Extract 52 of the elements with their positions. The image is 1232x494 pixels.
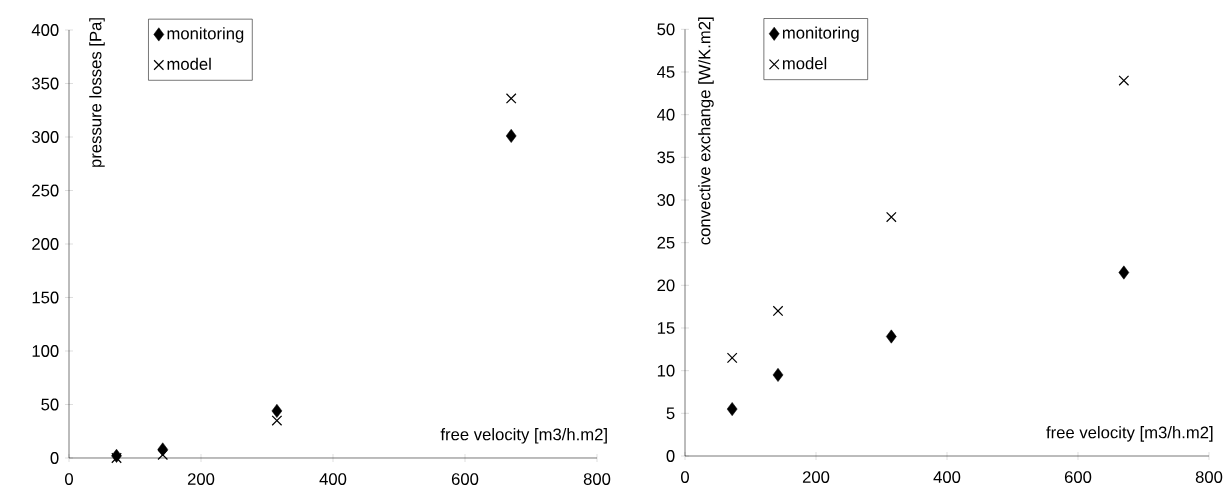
y-axis-title: pressure losses [Pa]	[89, 18, 105, 167]
x-tick-label: 0	[65, 473, 73, 485]
y-tick-label: 50	[657, 23, 675, 36]
y-tick-label: 40	[657, 108, 675, 121]
x-axis-title: free velocity [m3/h.m2]	[440, 428, 607, 444]
y-tick-label: 250	[32, 184, 59, 197]
point	[772, 368, 784, 382]
x-tick-label: 600	[1064, 471, 1092, 483]
x-tick-label: 600	[451, 473, 479, 485]
y-tick-label: 150	[32, 291, 59, 304]
x-tick-label: 800	[1195, 471, 1223, 483]
y-tick-label: 0	[50, 452, 59, 464]
legend-label: monitoring	[167, 27, 244, 43]
legend-label: monitoring	[782, 26, 859, 43]
x-tick-label: 400	[319, 473, 347, 485]
point	[271, 403, 283, 418]
y-tick-label: 50	[41, 398, 59, 411]
point	[157, 449, 169, 461]
legend-label: model	[782, 57, 827, 70]
point	[726, 352, 738, 364]
y-tick-label: 45	[657, 66, 675, 78]
legend-label: model	[167, 57, 211, 70]
point	[1118, 265, 1130, 280]
y-tick-label: 0	[666, 450, 675, 462]
point	[1118, 75, 1130, 86]
y-tick-label: 10	[657, 364, 675, 377]
y-tick-label: 20	[657, 279, 675, 292]
y-axis-title: convective exchange [W/K.m2]	[698, 17, 714, 245]
y-tick-label: 30	[657, 194, 675, 206]
x-tick-label: 400	[933, 471, 961, 483]
point	[505, 129, 517, 143]
x-tick-label: 200	[187, 473, 215, 485]
x-tick-label: 0	[681, 471, 689, 483]
x-tick-label: 800	[583, 473, 611, 485]
point	[726, 402, 738, 416]
x-axis-title: free velocity [m3/h.m2]	[1046, 426, 1213, 442]
point	[271, 415, 283, 426]
y-tick-label: 350	[32, 77, 59, 90]
point	[886, 211, 897, 223]
y-tick-label: 15	[657, 322, 675, 334]
point	[505, 93, 517, 104]
y-tick-label: 400	[31, 24, 59, 36]
point	[886, 329, 897, 344]
y-tick-label: 200	[32, 238, 59, 250]
y-tick-label: 300	[32, 131, 59, 143]
point	[772, 305, 784, 317]
x-tick-label: 200	[802, 471, 830, 483]
y-tick-label: 100	[32, 345, 59, 357]
y-tick-label: 25	[657, 236, 675, 249]
y-tick-label: 5	[666, 407, 675, 420]
point	[111, 452, 122, 464]
y-tick-label: 35	[657, 151, 675, 164]
